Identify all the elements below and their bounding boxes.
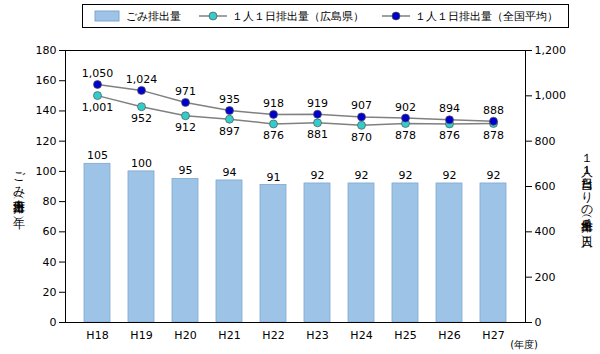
svg-text:0: 0 (535, 316, 542, 329)
svg-text:H27: H27 (482, 329, 504, 342)
svg-text:1,200: 1,200 (535, 44, 567, 57)
svg-text:800: 800 (535, 135, 556, 148)
svg-text:H22: H22 (262, 329, 284, 342)
svg-text:92: 92 (443, 169, 457, 182)
svg-text:H19: H19 (130, 329, 152, 342)
svg-text:876: 876 (439, 129, 460, 142)
svg-text:894: 894 (439, 102, 460, 115)
svg-text:91: 91 (267, 171, 281, 184)
svg-text:H26: H26 (438, 329, 460, 342)
svg-text:897: 897 (219, 125, 240, 138)
svg-text:876: 876 (263, 129, 284, 142)
svg-text:870: 870 (351, 131, 372, 144)
svg-text:100: 100 (131, 157, 152, 170)
svg-text:H25: H25 (394, 329, 416, 342)
svg-text:1,001: 1,001 (82, 101, 114, 114)
html-text:１人１日排出量（全国平均）: １人１日排出量（全国平均） (414, 9, 558, 23)
svg-text:105: 105 (87, 149, 108, 162)
svg-text:1,000: 1,000 (535, 89, 567, 102)
svg-text:80: 80 (43, 195, 57, 208)
svg-text:94: 94 (223, 166, 237, 179)
svg-text:H23: H23 (306, 329, 328, 342)
svg-text:60: 60 (43, 225, 57, 238)
svg-text:881: 881 (307, 128, 328, 141)
svg-text:120: 120 (36, 135, 57, 148)
svg-text:878: 878 (395, 129, 416, 142)
svg-text:160: 160 (36, 74, 57, 87)
svg-text:92: 92 (355, 169, 369, 182)
svg-text:H18: H18 (86, 329, 108, 342)
svg-text:902: 902 (395, 101, 416, 114)
svg-text:919: 919 (307, 97, 328, 110)
html-text:ごみ排出量: ごみ排出量 (125, 9, 181, 23)
svg-text:952: 952 (131, 112, 152, 125)
svg-text:907: 907 (351, 99, 372, 112)
svg-text:200: 200 (535, 271, 556, 284)
svg-text:912: 912 (175, 121, 196, 134)
svg-text:H20: H20 (174, 329, 196, 342)
svg-text:92: 92 (487, 169, 501, 182)
svg-text:140: 140 (36, 104, 57, 117)
svg-text:0: 0 (50, 316, 57, 329)
svg-text:971: 971 (175, 85, 196, 98)
svg-text:918: 918 (263, 97, 284, 110)
svg-text:400: 400 (535, 225, 556, 238)
svg-text:935: 935 (219, 93, 240, 106)
html-text:１人１日当たりの排出量（ｇ/人日）: １人１日当たりの排出量（ｇ/人日） (580, 145, 594, 227)
svg-text:600: 600 (535, 180, 556, 193)
html-text:ごみ排出量（万ｔ/年）: ごみ排出量（万ｔ/年） (12, 164, 26, 208)
svg-text:888: 888 (483, 104, 504, 117)
svg-text:H24: H24 (350, 329, 372, 342)
svg-text:180: 180 (36, 44, 57, 57)
svg-text:92: 92 (399, 169, 413, 182)
svg-text:95: 95 (179, 164, 193, 177)
svg-text:1,050: 1,050 (82, 67, 114, 80)
html-text:１人１日排出量（広島県）: １人１日排出量（広島県） (231, 9, 364, 23)
svg-text:100: 100 (36, 165, 57, 178)
svg-text:40: 40 (43, 256, 57, 269)
svg-text:20: 20 (43, 286, 57, 299)
html-text:(年度): (年度) (510, 339, 538, 350)
svg-text:878: 878 (483, 129, 504, 142)
svg-text:92: 92 (311, 169, 325, 182)
svg-text:1,024: 1,024 (126, 73, 158, 86)
svg-text:H21: H21 (218, 329, 240, 342)
